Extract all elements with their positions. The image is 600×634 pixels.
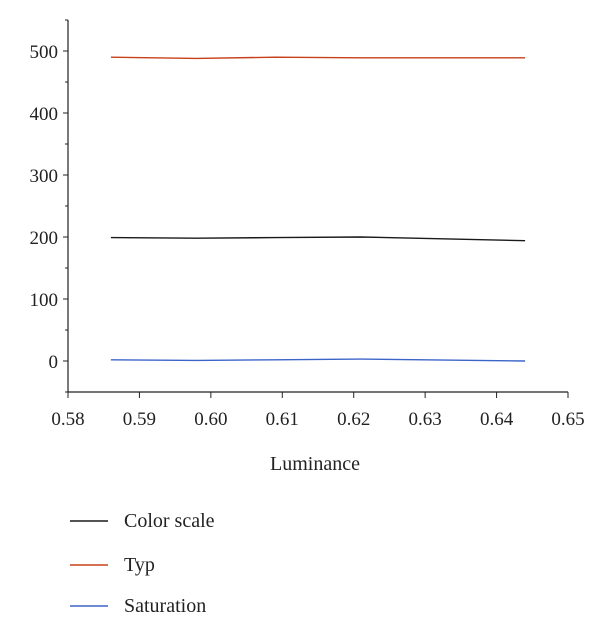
- y-tick-label: 400: [30, 104, 59, 125]
- y-tick-label: 200: [30, 228, 59, 249]
- y-tick-label: 0: [49, 352, 59, 373]
- x-tick-label: 0.65: [551, 409, 584, 430]
- x-tick-label: 0.63: [409, 409, 442, 430]
- legend-label: Saturation: [124, 595, 206, 617]
- y-axis: 0 100 200 300 400 500: [30, 19, 68, 393]
- legend: Color scale Typ Saturation: [70, 510, 215, 617]
- x-axis-label: Luminance: [270, 453, 360, 475]
- series-line-color-scale: [110, 236, 526, 242]
- x-tick-label: 0.61: [266, 409, 299, 430]
- x-tick-label: 0.58: [51, 409, 84, 430]
- x-tick-label: 0.60: [194, 409, 227, 430]
- series-layer: [110, 56, 526, 362]
- x-axis: 0.58 0.59 0.60 0.61 0.62 0.63 0.64 0.65: [51, 392, 585, 430]
- x-tick-label: 0.62: [337, 409, 370, 430]
- legend-label: Color scale: [124, 510, 215, 532]
- plot-area: [67, 20, 568, 393]
- series-line-saturation: [110, 358, 526, 362]
- legend-label: Typ: [124, 554, 155, 576]
- y-tick-label: 100: [30, 290, 59, 311]
- x-tick-label: 0.64: [480, 409, 514, 430]
- series-line-typ: [110, 56, 526, 60]
- y-tick-label: 500: [30, 42, 59, 63]
- x-tick-label: 0.59: [123, 409, 156, 430]
- y-tick-label: 300: [30, 166, 59, 187]
